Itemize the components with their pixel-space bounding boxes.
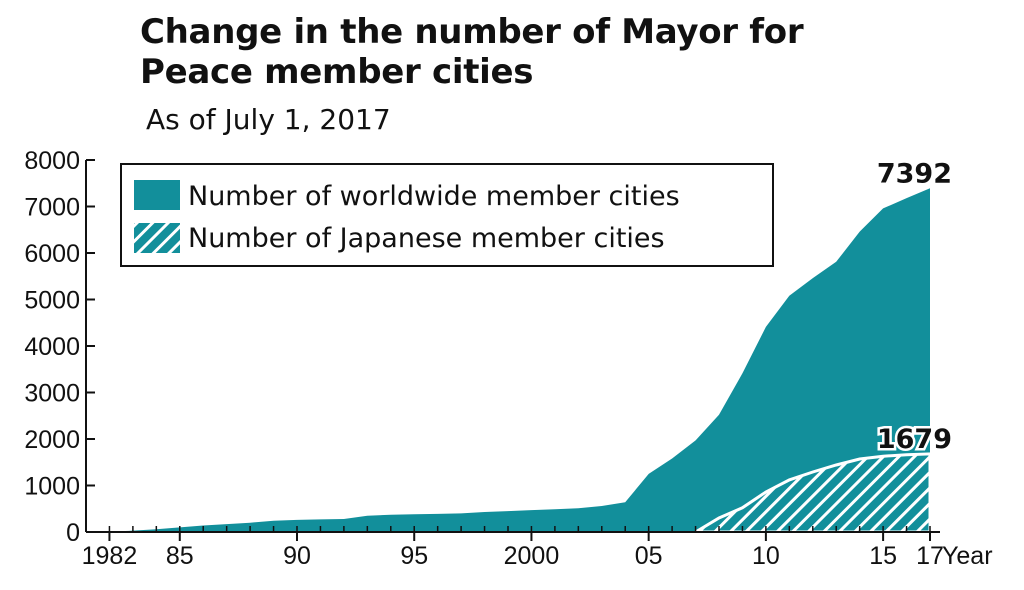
legend-frame — [120, 163, 774, 267]
y-tick-label: 6000 — [24, 240, 80, 268]
japanese-series-area — [694, 452, 932, 534]
y-tick-label: 0 — [66, 519, 80, 547]
end-label-japanese: 1679 — [877, 424, 952, 455]
legend: Number of worldwide member cities Number… — [120, 163, 774, 267]
x-tick-label: 1982 — [82, 542, 138, 570]
end-label-worldwide: 7392 — [877, 158, 952, 189]
y-axis: 0 1000 2000 3000 4000 5000 6000 7000 8000 — [24, 147, 95, 547]
legend-label-worldwide: Number of worldwide member cities — [188, 181, 680, 212]
x-tick-label: 17 — [916, 542, 944, 570]
x-tick-label: 85 — [166, 542, 194, 570]
legend-label-japanese: Number of Japanese member cities — [188, 223, 665, 254]
x-tick-label: 2000 — [504, 542, 560, 570]
x-axis-title: Year — [942, 542, 993, 570]
chart-title: Change in the number of Mayor for Peace … — [140, 12, 804, 92]
x-tick-label: 90 — [283, 542, 311, 570]
y-tick-label: 1000 — [24, 473, 80, 501]
y-tick-label: 2000 — [24, 426, 80, 454]
legend-swatch-worldwide — [134, 180, 180, 210]
legend-swatch-japanese — [134, 223, 180, 253]
x-tick-label: 95 — [400, 542, 428, 570]
worldwide-series-area — [109, 188, 930, 533]
x-tick-label: 10 — [752, 542, 780, 570]
y-tick-label: 3000 — [24, 380, 80, 408]
y-tick-label: 4000 — [24, 333, 80, 361]
y-tick-label: 5000 — [24, 287, 80, 315]
x-tick-label: 15 — [869, 542, 897, 570]
y-tick-label: 7000 — [24, 194, 80, 222]
y-tick-label: 8000 — [24, 147, 80, 175]
x-tick-label: 05 — [635, 542, 663, 570]
chart-subtitle: As of July 1, 2017 — [146, 103, 391, 136]
